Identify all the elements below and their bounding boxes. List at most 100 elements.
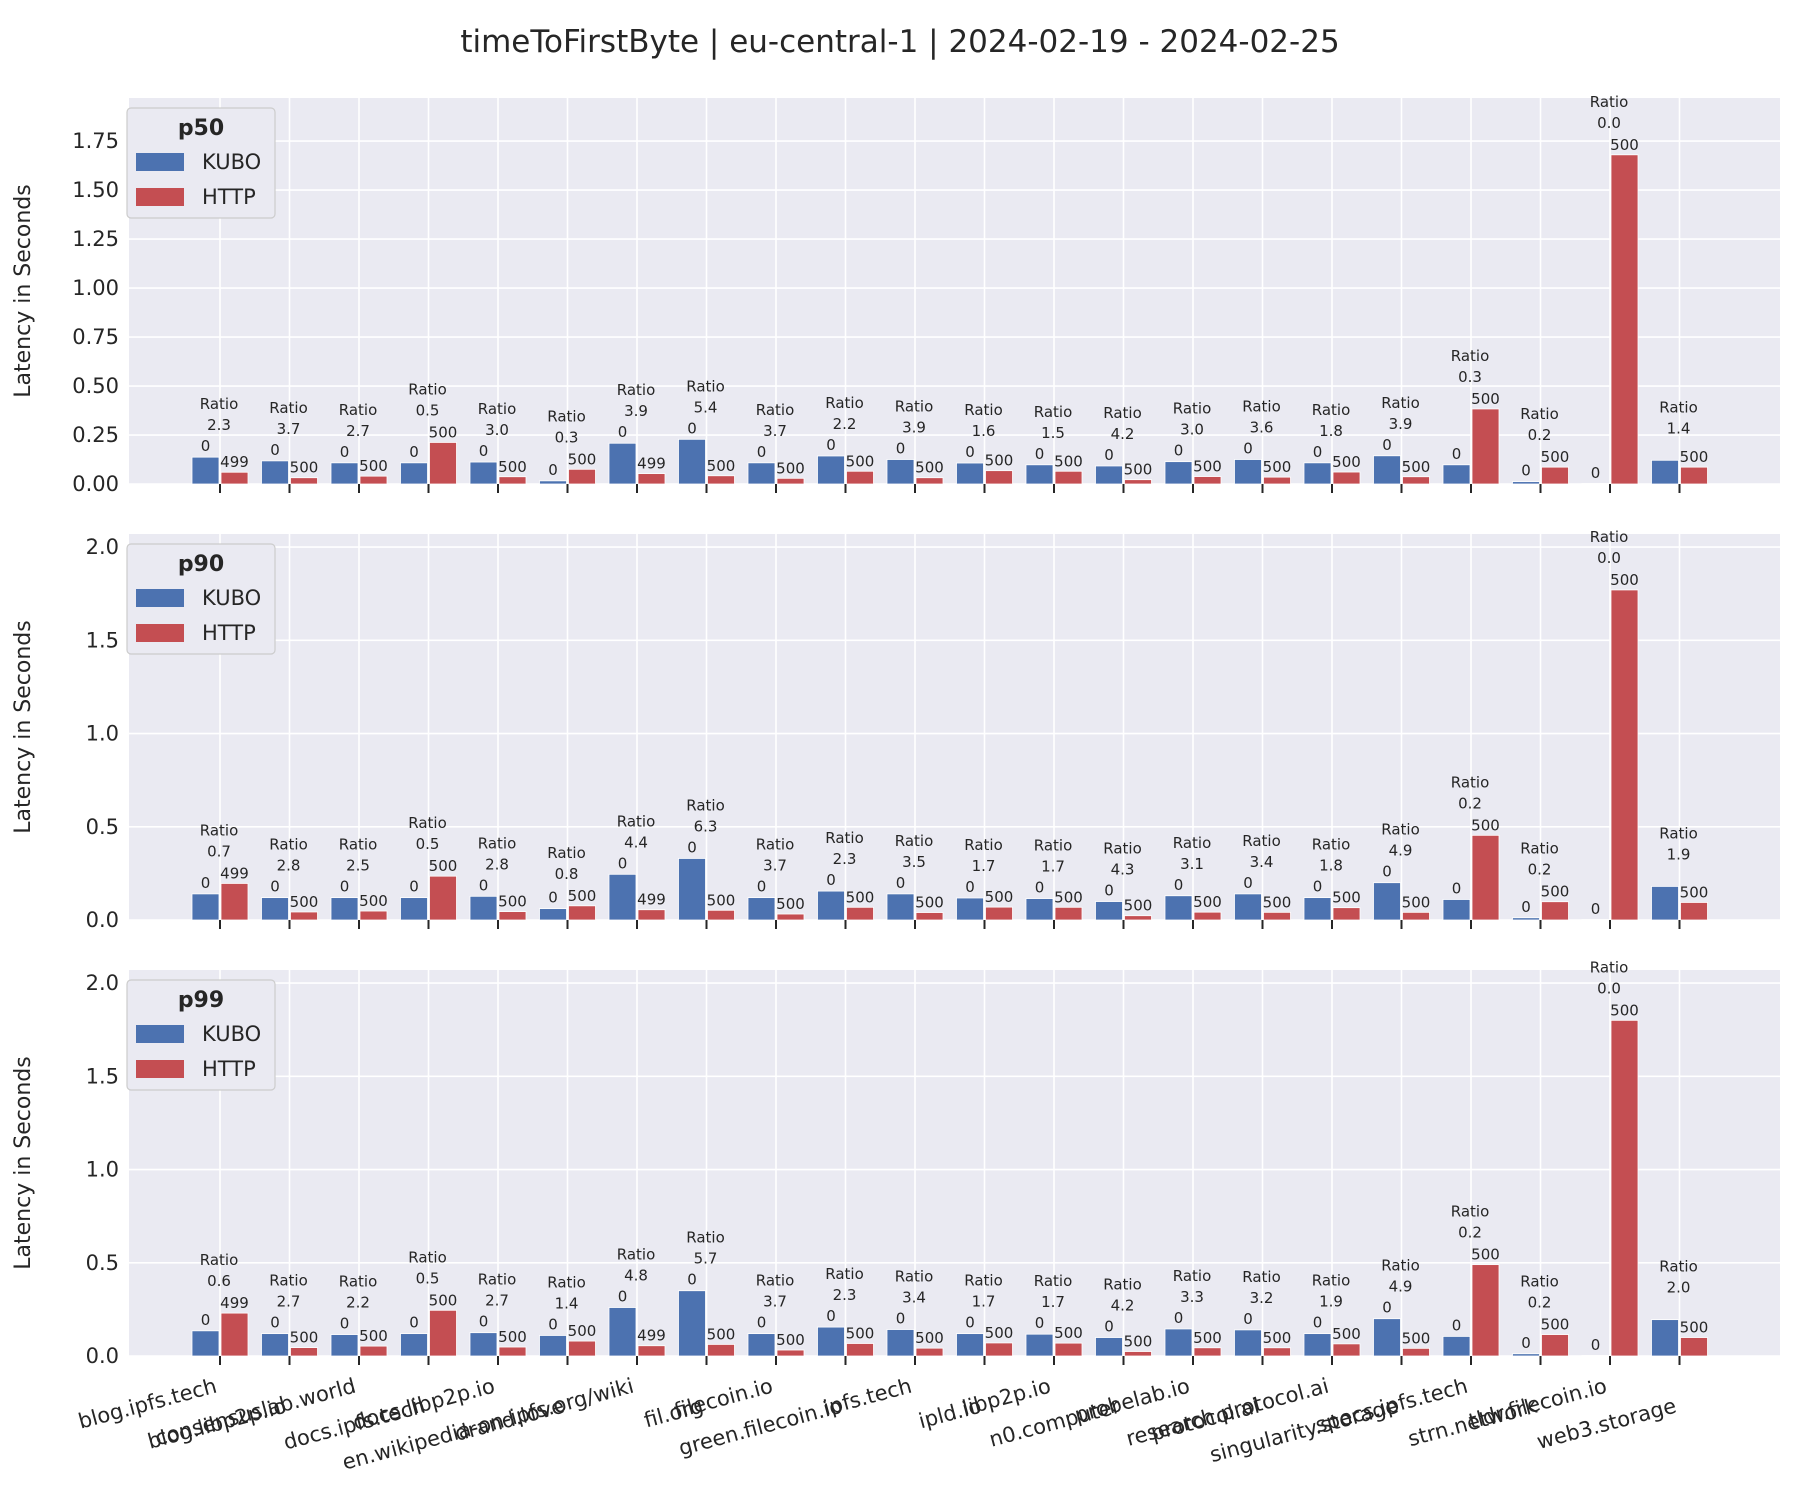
count-label-http: 500 bbox=[985, 888, 1014, 906]
y-tick-label: 1.25 bbox=[72, 227, 119, 251]
ratio-value-label: 2.2 bbox=[346, 1294, 370, 1312]
ratio-word-label: Ratio bbox=[756, 1272, 795, 1290]
bar-http bbox=[220, 883, 249, 921]
bar-kubo bbox=[539, 1335, 567, 1357]
count-label-http: 500 bbox=[1054, 452, 1083, 470]
count-label-http: 499 bbox=[637, 891, 666, 909]
bar-kubo bbox=[1095, 901, 1123, 921]
ratio-word-label: Ratio bbox=[269, 399, 308, 417]
ratio-word-label: Ratio bbox=[1103, 404, 1142, 422]
ratio-value-label: 1.9 bbox=[1667, 845, 1691, 863]
count-label-kubo: 0 bbox=[1452, 445, 1462, 463]
count-label-kubo: 0 bbox=[1104, 446, 1114, 464]
ratio-value-label: 1.4 bbox=[1667, 419, 1691, 437]
bar-kubo bbox=[678, 858, 706, 921]
bar-http bbox=[568, 1340, 596, 1357]
bar-kubo bbox=[1303, 1333, 1332, 1357]
count-label-kubo: 0 bbox=[1313, 443, 1323, 461]
legend-title: p50 bbox=[178, 116, 224, 141]
bar-http bbox=[707, 1344, 735, 1357]
ratio-value-label: 4.2 bbox=[1111, 425, 1135, 443]
count-label-http: 500 bbox=[498, 458, 527, 476]
bar-kubo bbox=[886, 893, 915, 921]
count-label-http: 500 bbox=[568, 887, 597, 905]
ratio-word-label: Ratio bbox=[895, 832, 934, 850]
bar-http bbox=[915, 477, 944, 485]
ratio-word-label: Ratio bbox=[756, 836, 795, 854]
bar-kubo bbox=[1095, 1337, 1123, 1357]
bar-kubo bbox=[608, 1307, 637, 1357]
ratio-value-label: 0.2 bbox=[1528, 426, 1552, 444]
count-label-kubo: 0 bbox=[201, 874, 211, 892]
ratio-value-label: 2.8 bbox=[277, 857, 301, 875]
legend-label-http: HTTP bbox=[202, 1057, 256, 1081]
count-label-kubo: 0 bbox=[1174, 442, 1184, 460]
count-label-kubo: 0 bbox=[479, 442, 489, 460]
ratio-value-label: 3.2 bbox=[1250, 1289, 1274, 1307]
ratio-value-label: 0.0 bbox=[1597, 114, 1621, 132]
ratio-word-label: Ratio bbox=[408, 380, 447, 398]
count-label-kubo: 0 bbox=[965, 443, 975, 461]
legend-swatch-kubo bbox=[136, 1025, 184, 1043]
bar-http bbox=[220, 1312, 249, 1357]
bar-kubo bbox=[886, 1329, 915, 1357]
bar-kubo bbox=[1234, 1329, 1262, 1357]
legend-swatch-kubo bbox=[136, 589, 184, 607]
count-label-http: 500 bbox=[1471, 816, 1500, 834]
count-label-http: 500 bbox=[498, 1328, 527, 1346]
bar-http bbox=[1124, 915, 1152, 921]
ratio-word-label: Ratio bbox=[964, 401, 1003, 419]
y-tick-label: 0.25 bbox=[72, 423, 119, 447]
bar-http bbox=[359, 475, 388, 485]
bar-http bbox=[637, 909, 666, 921]
bar-kubo bbox=[817, 1326, 845, 1357]
ratio-word-label: Ratio bbox=[1520, 1273, 1559, 1291]
bar-http bbox=[1332, 1343, 1361, 1357]
bar-kubo bbox=[191, 893, 220, 921]
bar-kubo bbox=[191, 1330, 220, 1357]
count-label-http: 500 bbox=[1402, 893, 1431, 911]
count-label-http: 500 bbox=[1471, 1246, 1500, 1264]
y-tick-label: 0.5 bbox=[86, 815, 119, 839]
ratio-value-label: 6.3 bbox=[694, 817, 718, 835]
bar-http bbox=[1124, 479, 1152, 485]
y-tick-label: 0.00 bbox=[72, 472, 119, 496]
count-label-kubo: 0 bbox=[479, 1313, 489, 1331]
bar-kubo bbox=[678, 438, 706, 485]
ratio-value-label: 0.3 bbox=[555, 428, 579, 446]
bar-kubo bbox=[539, 908, 567, 921]
count-label-kubo: 0 bbox=[687, 419, 697, 437]
bar-kubo bbox=[1581, 483, 1610, 485]
bar-http bbox=[1263, 911, 1291, 921]
ratio-word-label: Ratio bbox=[1312, 836, 1351, 854]
ratio-word-label: Ratio bbox=[1381, 1257, 1420, 1275]
count-label-http: 500 bbox=[359, 892, 388, 910]
bar-http bbox=[429, 875, 457, 921]
count-label-http: 500 bbox=[1054, 888, 1083, 906]
bar-http bbox=[1471, 1264, 1500, 1357]
bar-http bbox=[1054, 470, 1083, 485]
count-label-kubo: 0 bbox=[1382, 863, 1392, 881]
bar-http bbox=[1610, 589, 1639, 921]
count-label-http: 500 bbox=[429, 1291, 458, 1309]
ratio-value-label: 1.9 bbox=[1319, 1293, 1343, 1311]
count-label-kubo: 0 bbox=[896, 874, 906, 892]
bar-kubo bbox=[261, 897, 289, 921]
count-label-http: 500 bbox=[1402, 1329, 1431, 1347]
count-label-kubo: 0 bbox=[757, 878, 767, 896]
bar-http bbox=[985, 906, 1013, 921]
bar-http bbox=[290, 477, 318, 485]
bar-kubo bbox=[956, 897, 984, 921]
count-label-http: 500 bbox=[1541, 883, 1570, 901]
bar-kubo bbox=[678, 1290, 706, 1357]
bar-http bbox=[568, 905, 596, 921]
bar-kubo bbox=[1303, 897, 1332, 921]
count-label-http: 500 bbox=[1541, 448, 1570, 466]
ratio-word-label: Ratio bbox=[1173, 1267, 1212, 1285]
ratio-value-label: 0.2 bbox=[1458, 794, 1482, 812]
ratio-value-label: 4.9 bbox=[1389, 1278, 1413, 1296]
count-label-http: 500 bbox=[985, 1324, 1014, 1342]
ratio-word-label: Ratio bbox=[1520, 405, 1559, 423]
count-label-kubo: 0 bbox=[896, 440, 906, 458]
count-label-http: 500 bbox=[776, 1331, 805, 1349]
